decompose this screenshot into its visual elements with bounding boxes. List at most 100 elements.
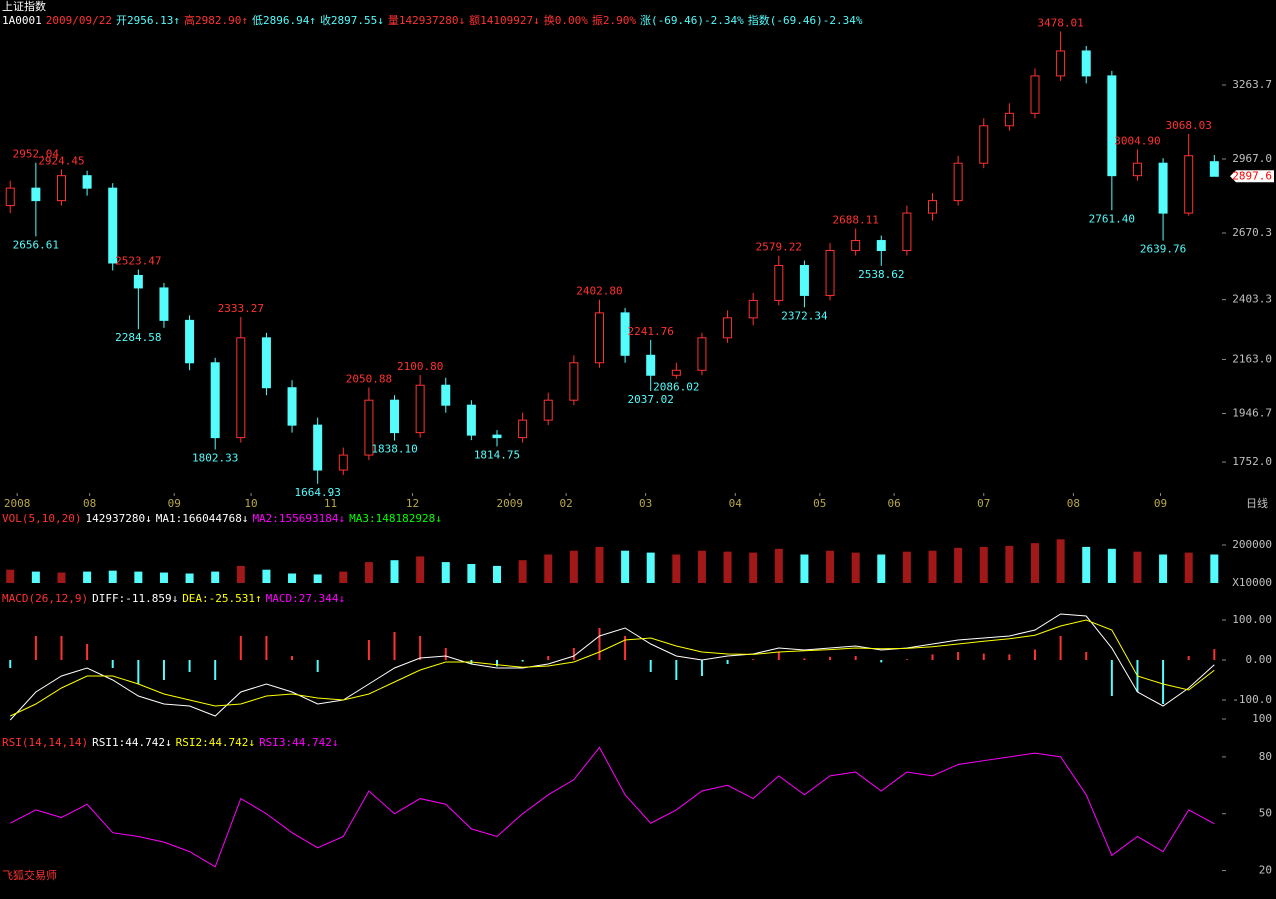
legend-item: RSI3:44.742↓ (259, 736, 339, 749)
legend-item: 142937280↓ (85, 512, 152, 525)
volume-bar (159, 572, 168, 583)
volume-bar (416, 556, 425, 583)
y-tick-label: 20 (1259, 864, 1272, 877)
x-tick-label: 12 (406, 497, 419, 510)
volume-bar (723, 551, 732, 583)
x-tick-label: 07 (977, 497, 990, 510)
candle-body (1004, 112, 1014, 127)
y-tick-label: 100.00 (1232, 613, 1272, 626)
volume-bar (902, 551, 911, 583)
high-label: 2333.27 (218, 302, 264, 315)
rsi-legend: RSI(14,14,14) RSI1:44.742↓ RSI2:44.742↓ RSI… (2, 736, 343, 749)
volume-bar (1056, 539, 1065, 583)
candle-body (569, 362, 579, 401)
low-label: 2639.76 (1140, 243, 1186, 256)
x-tick-label: 10 (244, 497, 257, 510)
last-price-tag (1230, 170, 1274, 183)
y-tick-label: 1752.0 (1232, 455, 1272, 468)
volume-bar (544, 554, 553, 583)
footer: 飞狐交易师 (2, 869, 57, 882)
high-label: 2241.76 (628, 325, 674, 338)
candle-body (82, 175, 92, 189)
x-tick-label: 11 (324, 497, 337, 510)
x-tick-label: 04 (729, 497, 743, 510)
vol-legend: VOL(5,10,20) 142937280↓ MA1:166044768↓ MA2:… (2, 512, 446, 525)
x-tick-label: 08 (1067, 497, 1080, 510)
low-label: 1664.93 (294, 486, 340, 499)
candle-body (210, 362, 220, 439)
candle-body (1056, 50, 1066, 77)
volume-bar (595, 546, 604, 583)
candle-body (338, 454, 348, 471)
candle-body (1081, 50, 1091, 77)
volume-bar (83, 571, 92, 583)
legend-item: 涨(-69.46)-2.34% (640, 14, 744, 27)
volume-bar (492, 565, 501, 583)
x-tick-label: 02 (560, 497, 573, 510)
volume-bar (569, 550, 578, 583)
y-tick-label: -100.0 (1232, 693, 1272, 706)
candle-body (902, 212, 912, 252)
legend-item: 指数(-69.46)-2.34% (747, 14, 863, 27)
high-label: 2924.45 (38, 155, 84, 168)
y-tick-label: 3263.7 (1232, 78, 1272, 91)
candle-body (1158, 162, 1168, 214)
unit-label: X10000 (1232, 576, 1272, 589)
volume-bar (31, 571, 40, 583)
candle-body (543, 399, 553, 421)
y-tick-label: 200000 (1232, 538, 1272, 551)
legend-item: 换0.00% (543, 14, 588, 27)
volume-bar (1030, 543, 1039, 583)
candle-body (851, 240, 861, 252)
candle-body (697, 337, 707, 371)
x-tick-label: 2008 (4, 497, 31, 510)
candle-body (466, 404, 476, 436)
high-label: 2402.80 (576, 285, 622, 298)
candle-body (1209, 161, 1219, 177)
candle-body (236, 337, 246, 439)
legend-item: RSI(14,14,14) (2, 736, 89, 749)
y-tick-label: 50 (1259, 807, 1272, 820)
volume-bar (390, 560, 399, 583)
legend-item: MA1:166044768↓ (155, 512, 249, 525)
volume-bar (851, 552, 860, 583)
volume-bar (1082, 546, 1091, 583)
volume-bar (364, 562, 373, 583)
candle-body (441, 384, 451, 406)
volume-bar (774, 548, 783, 583)
legend-item: DEA:-25.531↑ (182, 592, 262, 605)
candle-body (364, 399, 374, 456)
macd-line (9, 613, 1215, 721)
volume-bar (826, 550, 835, 583)
candle-body (928, 200, 938, 214)
candle-body (185, 319, 195, 364)
candle-body (723, 317, 733, 339)
volume-bar (928, 550, 937, 583)
volume-bar (800, 554, 809, 583)
volume-bar (6, 569, 15, 583)
last-price-label: 2897.6 (1232, 169, 1272, 182)
candle-body (415, 384, 425, 434)
y-tick-label: 2403.3 (1232, 293, 1272, 306)
legend-item: RSI2:44.742↓ (175, 736, 256, 749)
legend-item: 2009/09/22 (45, 14, 112, 27)
volume-bar (262, 569, 271, 583)
candle-body (799, 264, 809, 296)
volume-bar (697, 550, 706, 583)
rsi-line (10, 746, 1215, 868)
volume-bar (108, 570, 117, 583)
volume-bar (1107, 548, 1116, 583)
high-label: 3478.01 (1037, 16, 1083, 29)
high-label: 2523.47 (115, 255, 161, 268)
volume-bar (339, 571, 348, 583)
y-tick-label: 100 (1252, 712, 1272, 725)
volume-bar (467, 564, 476, 583)
candle-body (261, 337, 271, 389)
legend-item: MACD:27.344↓ (265, 592, 346, 605)
candle-body (56, 175, 66, 202)
candle-body (31, 187, 41, 202)
title: 上证指数 (2, 0, 46, 13)
volume-bar (288, 573, 297, 583)
candle-body (825, 250, 835, 296)
